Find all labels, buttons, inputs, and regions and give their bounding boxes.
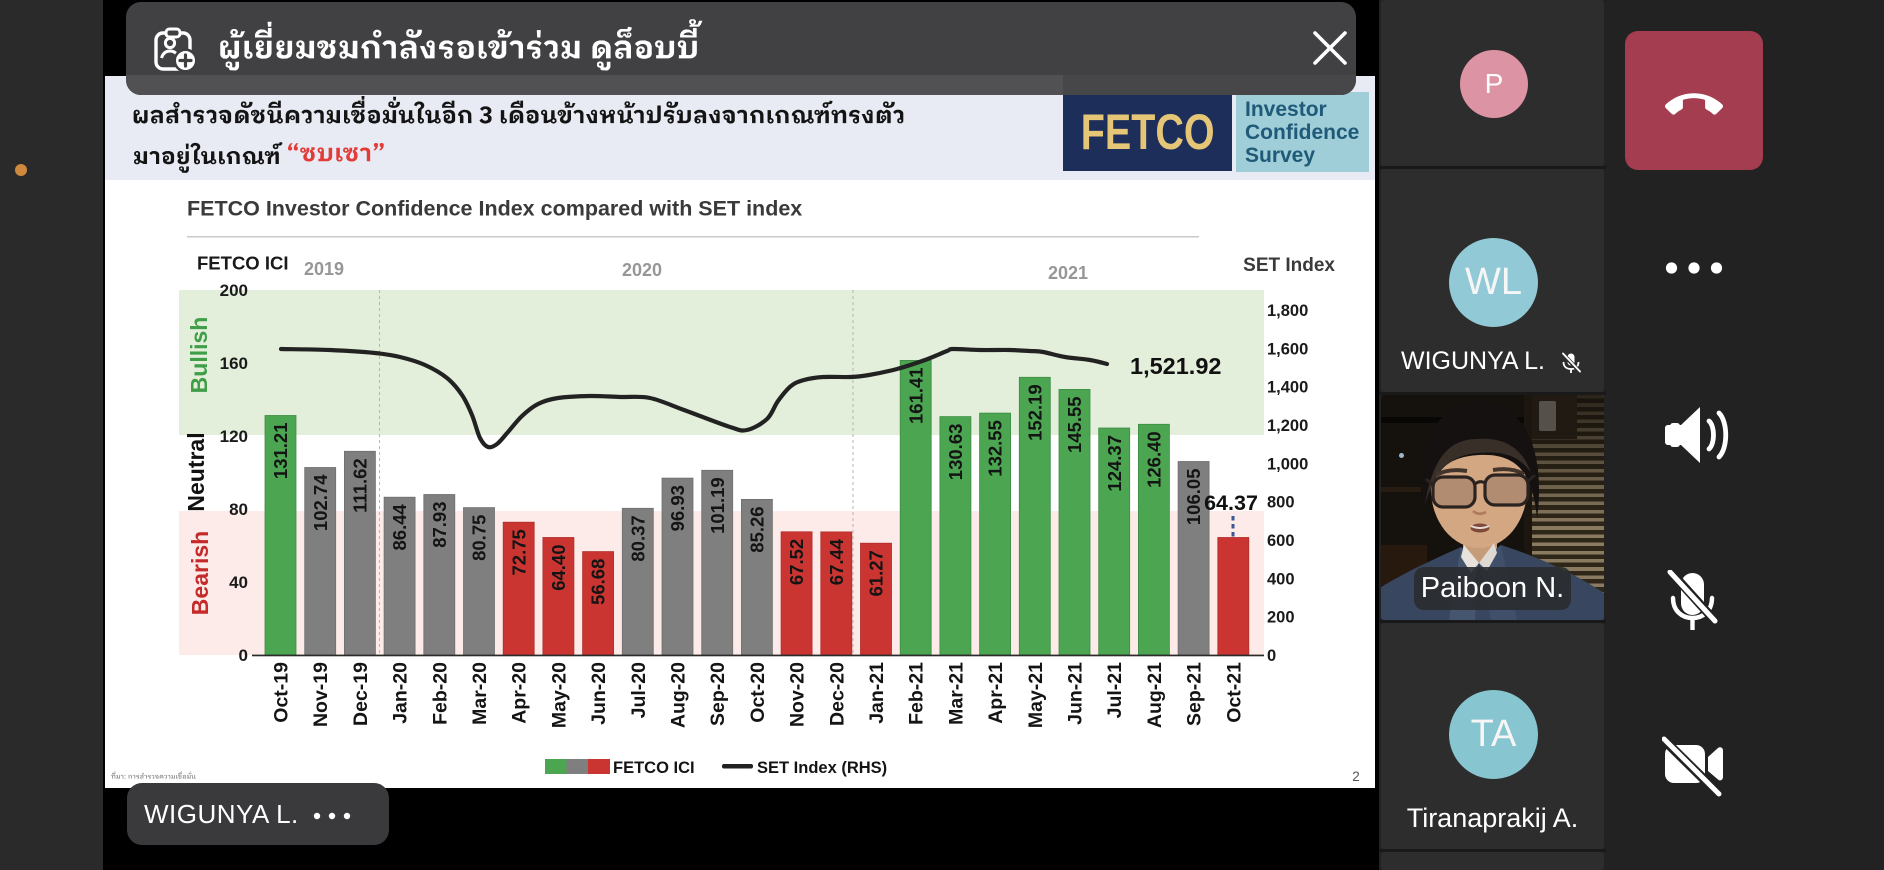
svg-text:Neutral: Neutral xyxy=(183,432,209,511)
svg-text:Sep-21: Sep-21 xyxy=(1184,662,1206,726)
svg-text:64.37: 64.37 xyxy=(1204,491,1258,515)
svg-text:800: 800 xyxy=(1267,494,1295,512)
svg-text:Aug-21: Aug-21 xyxy=(1144,662,1166,728)
svg-text:86.44: 86.44 xyxy=(389,503,410,550)
svg-text:May-20: May-20 xyxy=(548,662,570,728)
svg-text:1,200: 1,200 xyxy=(1267,417,1308,435)
svg-text:FETCO Investor Confidence Inde: FETCO Investor Confidence Index compared… xyxy=(187,197,802,221)
svg-text:Jun-21: Jun-21 xyxy=(1065,662,1087,725)
svg-text:80.75: 80.75 xyxy=(469,515,490,561)
svg-text:161.41: 161.41 xyxy=(905,367,926,424)
svg-text:1,521.92: 1,521.92 xyxy=(1130,353,1221,379)
svg-text:80: 80 xyxy=(229,500,248,519)
svg-text:1,800: 1,800 xyxy=(1267,302,1308,320)
svg-text:Jul-20: Jul-20 xyxy=(628,662,650,719)
svg-text:Nov-19: Nov-19 xyxy=(310,662,332,727)
svg-text:64.40: 64.40 xyxy=(548,545,569,591)
svg-text:Dec-20: Dec-20 xyxy=(826,662,848,726)
svg-text:SET Index: SET Index xyxy=(1243,255,1335,276)
svg-text:152.19: 152.19 xyxy=(1024,384,1045,441)
svg-text:Nov-20: Nov-20 xyxy=(787,662,809,727)
svg-text:124.37: 124.37 xyxy=(1104,435,1125,492)
svg-text:1,600: 1,600 xyxy=(1267,340,1308,358)
svg-text:Mar-20: Mar-20 xyxy=(469,662,491,725)
svg-text:102.74: 102.74 xyxy=(310,474,331,531)
svg-text:72.75: 72.75 xyxy=(508,529,529,575)
svg-text:200: 200 xyxy=(1267,609,1295,627)
svg-text:Dec-19: Dec-19 xyxy=(350,662,372,726)
svg-text:87.93: 87.93 xyxy=(429,502,450,548)
svg-text:2019: 2019 xyxy=(304,259,344,279)
svg-text:Oct-19: Oct-19 xyxy=(271,662,293,723)
svg-text:96.93: 96.93 xyxy=(667,485,688,531)
svg-text:0: 0 xyxy=(1267,647,1276,665)
svg-text:56.68: 56.68 xyxy=(588,559,609,605)
svg-text:160: 160 xyxy=(220,354,248,373)
svg-text:Feb-20: Feb-20 xyxy=(429,662,451,725)
svg-text:FETCO ICI: FETCO ICI xyxy=(197,253,288,274)
svg-text:SET Index (RHS): SET Index (RHS) xyxy=(757,759,887,777)
svg-text:61.27: 61.27 xyxy=(866,550,887,596)
svg-text:Jul-21: Jul-21 xyxy=(1104,662,1126,719)
svg-text:67.52: 67.52 xyxy=(786,539,807,585)
svg-text:131.21: 131.21 xyxy=(270,423,291,480)
svg-text:400: 400 xyxy=(1267,570,1295,588)
svg-text:200: 200 xyxy=(220,281,248,300)
svg-text:2021: 2021 xyxy=(1048,263,1088,283)
svg-text:Apr-21: Apr-21 xyxy=(985,662,1007,724)
svg-text:111.62: 111.62 xyxy=(350,458,371,513)
svg-text:2: 2 xyxy=(1352,769,1360,784)
svg-text:Apr-20: Apr-20 xyxy=(509,662,531,724)
svg-text:101.19: 101.19 xyxy=(707,477,728,534)
svg-text:Feb-21: Feb-21 xyxy=(906,662,928,725)
svg-text:67.44: 67.44 xyxy=(826,538,847,585)
svg-text:Jan-21: Jan-21 xyxy=(866,662,888,724)
svg-text:145.55: 145.55 xyxy=(1064,396,1085,453)
svg-text:106.05: 106.05 xyxy=(1183,469,1204,526)
svg-text:80.37: 80.37 xyxy=(627,515,648,561)
svg-text:Oct-21: Oct-21 xyxy=(1223,662,1245,723)
svg-text:1,000: 1,000 xyxy=(1267,455,1308,473)
svg-text:126.40: 126.40 xyxy=(1144,431,1165,488)
svg-text:85.26: 85.26 xyxy=(747,506,768,552)
svg-text:FETCO ICI: FETCO ICI xyxy=(613,759,695,777)
svg-text:Sep-20: Sep-20 xyxy=(707,662,729,726)
svg-text:Bearish: Bearish xyxy=(187,531,213,615)
svg-text:May-21: May-21 xyxy=(1025,662,1047,728)
svg-text:1,400: 1,400 xyxy=(1267,379,1308,397)
svg-text:Mar-21: Mar-21 xyxy=(945,662,967,725)
svg-text:2020: 2020 xyxy=(622,260,662,280)
svg-text:Bullish: Bullish xyxy=(186,317,212,394)
svg-text:Oct-20: Oct-20 xyxy=(747,662,769,723)
svg-text:600: 600 xyxy=(1267,532,1295,550)
svg-text:0: 0 xyxy=(239,646,248,665)
svg-text:Aug-20: Aug-20 xyxy=(668,662,690,728)
svg-text:Jan-20: Jan-20 xyxy=(390,662,412,724)
svg-text:130.63: 130.63 xyxy=(945,424,966,481)
svg-text:Jun-20: Jun-20 xyxy=(588,662,610,725)
svg-text:132.55: 132.55 xyxy=(985,420,1006,477)
svg-text:120: 120 xyxy=(220,427,248,446)
svg-text:40: 40 xyxy=(229,573,248,592)
